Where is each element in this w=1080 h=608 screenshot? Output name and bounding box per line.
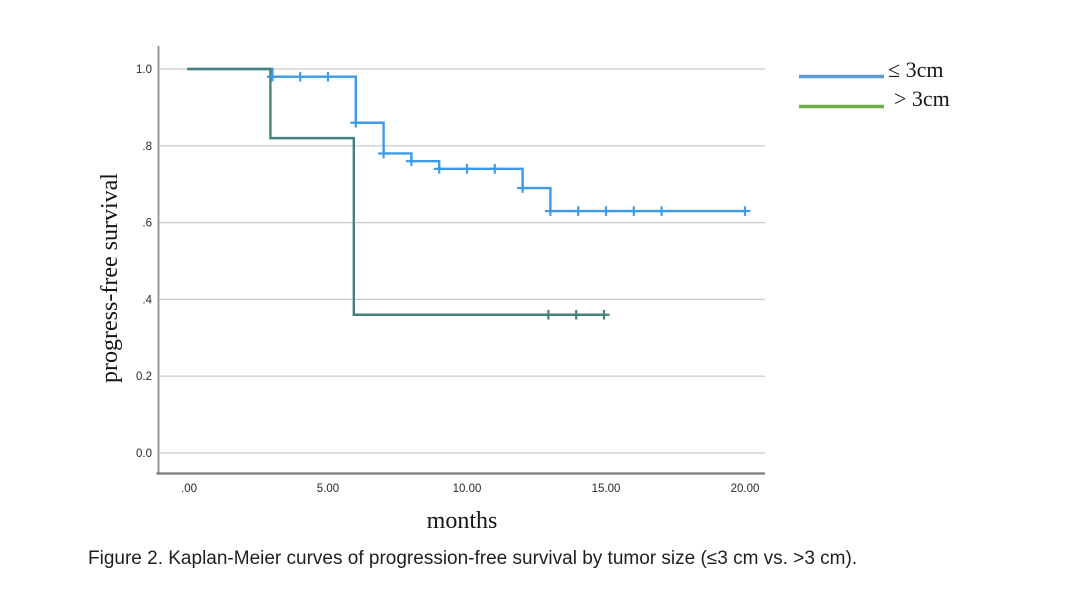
figure-caption: Figure 2. Kaplan-Meier curves of progres… (88, 548, 858, 569)
svg-text:10.00: 10.00 (453, 483, 482, 495)
legend-label-gt-3cm: > 3cm (894, 86, 950, 111)
y-axis-title: progress-free survival (97, 173, 123, 383)
svg-text:.8: .8 (142, 141, 152, 153)
x-axis-title: months (426, 508, 498, 534)
censor-marks (266, 71, 751, 320)
svg-text:.00: .00 (181, 483, 197, 495)
svg-text:20.00: 20.00 (731, 483, 760, 495)
survival-curves (187, 67, 745, 316)
svg-text:.4: .4 (142, 294, 152, 306)
svg-text:5.00: 5.00 (317, 483, 339, 495)
svg-text:0.0: 0.0 (136, 448, 152, 460)
legend-label-le-3cm: ≤ 3cm (888, 57, 944, 82)
svg-text:0.2: 0.2 (136, 371, 152, 383)
tick-labels: 1.0 .8 .6 .4 0.2 0.0 .00 5.00 10.00 15.00 20.00 (136, 64, 759, 495)
gridlines (158, 68, 765, 454)
svg-text:15.00: 15.00 (592, 483, 621, 495)
svg-text:.6: .6 (142, 218, 152, 230)
axes (156, 46, 765, 475)
svg-text:1.0: 1.0 (136, 64, 152, 76)
legend-swatches (799, 74, 884, 109)
